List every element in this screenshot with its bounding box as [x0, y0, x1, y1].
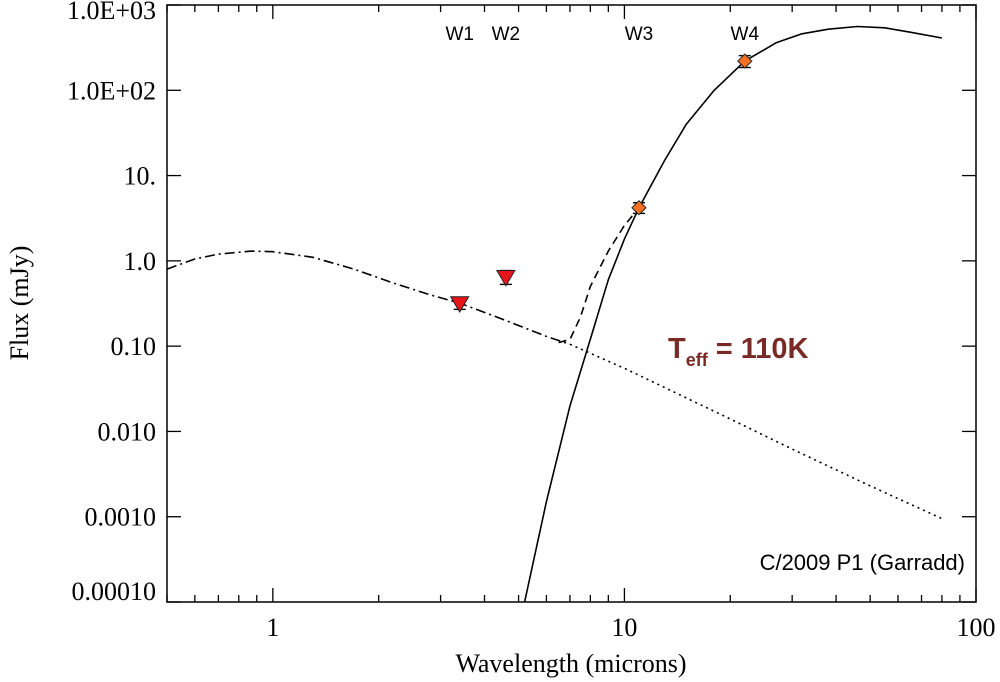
- y-tick-label: 0.10: [111, 332, 157, 361]
- y-tick-label: 0.0010: [85, 503, 157, 532]
- y-tick-label: 1.0: [124, 247, 157, 276]
- band-label-w4: W4: [731, 24, 760, 45]
- y-tick-label: 1.0E+02: [67, 76, 156, 105]
- point-w1: [449, 296, 470, 314]
- point-w3: [631, 199, 647, 216]
- curve-dashed: [558, 207, 640, 344]
- x-tick-label: 100: [957, 613, 996, 642]
- y-axis-label: Flux (mJy): [5, 246, 34, 361]
- object-label: C/2009 P1 (Garradd): [760, 550, 965, 575]
- point-w4: [737, 53, 753, 69]
- x-tick-label: 1: [266, 613, 279, 642]
- temperature-symbol: T: [668, 333, 686, 365]
- y-tick-label: 0.00010: [72, 577, 157, 606]
- band-label-w3: W3: [625, 24, 654, 45]
- band-label-w1: W1: [445, 24, 474, 45]
- y-tick-label: 0.010: [98, 417, 157, 446]
- model-curves: [166, 25, 943, 603]
- curve-solid: [523, 25, 943, 603]
- temperature-value: = 110K: [708, 333, 809, 365]
- x-axis-label: Wavelength (microns): [455, 649, 686, 678]
- y-tick-label: 1.0E+03: [67, 0, 156, 25]
- curve-dash-dot: [166, 250, 571, 346]
- y-tick-label: 10.: [124, 162, 157, 191]
- band-labels: W1 W2 W3 W4: [445, 24, 759, 45]
- curve-dotted: [569, 343, 943, 520]
- point-w2: [495, 270, 516, 287]
- band-label-w2: W2: [492, 24, 521, 45]
- temperature-annotation: Teff = 110K: [668, 333, 809, 370]
- plot-frame: [166, 4, 977, 603]
- tick-labels: 1 10 100 0.00010 0.0010 0.010 0.10 1.0 10. 1.0E+0…: [67, 0, 996, 642]
- axis-ticks: [166, 4, 977, 603]
- data-points: [449, 53, 753, 314]
- x-tick-label: 10: [611, 613, 637, 642]
- temperature-subscript: eff: [686, 350, 709, 370]
